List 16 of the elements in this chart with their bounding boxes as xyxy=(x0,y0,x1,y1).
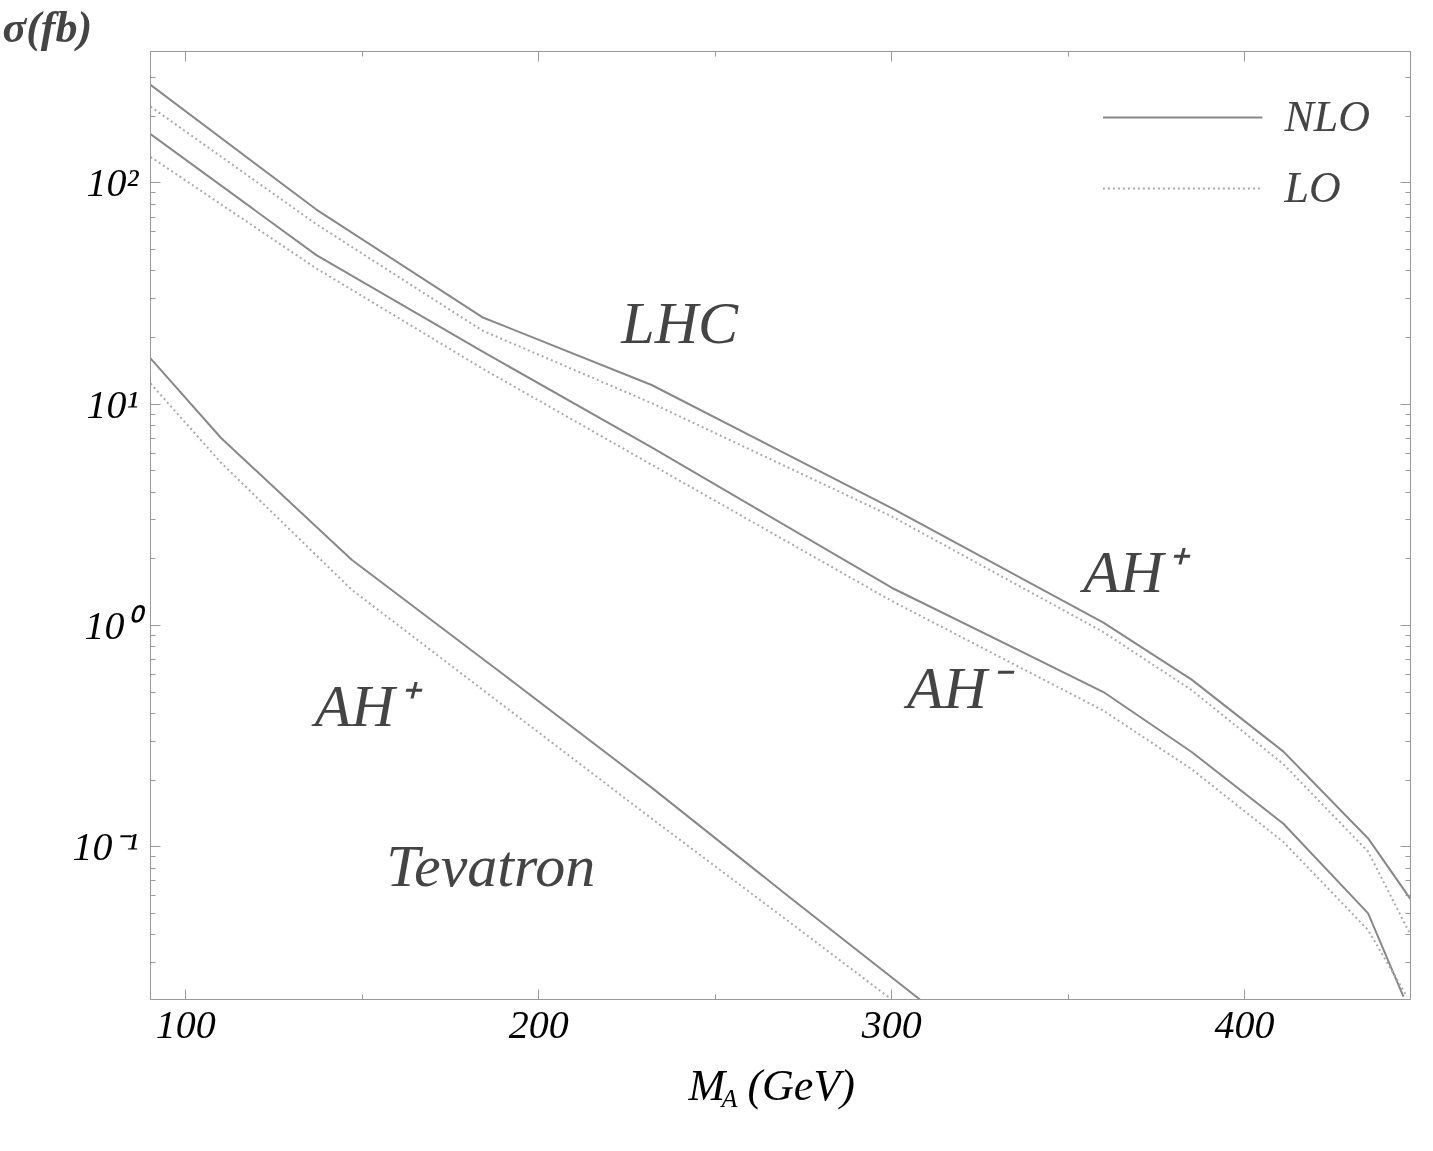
annotation: AH⁺ xyxy=(310,672,423,739)
y-tick-label: 10² xyxy=(86,160,140,206)
y-tick-label: 10¹ xyxy=(86,381,139,427)
annotation: AH⁻ xyxy=(902,655,1015,721)
legend-label: NLO xyxy=(1284,91,1370,142)
annotation: AH⁺ xyxy=(1079,539,1192,606)
annotation: LHC xyxy=(620,290,740,357)
y-tick-label: 10⁻¹ xyxy=(72,824,139,870)
y-tick-label: 10⁰ xyxy=(84,602,146,648)
y-axis-title: σ(fb) xyxy=(2,2,93,52)
x-tick-label: 400 xyxy=(1214,1001,1275,1047)
x-tick-label: 100 xyxy=(155,1001,216,1047)
annotation: Tevatron xyxy=(386,833,596,899)
x-tick-label: 300 xyxy=(860,1001,922,1047)
legend-label: LO xyxy=(1284,162,1341,213)
x-tick-label: 200 xyxy=(508,1001,569,1047)
